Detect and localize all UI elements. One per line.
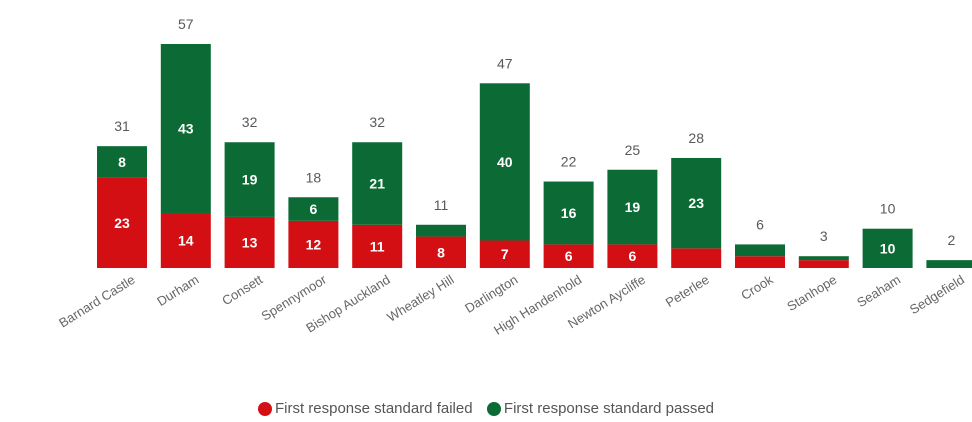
bar-failed bbox=[798, 260, 849, 268]
total-label: 31 bbox=[114, 118, 130, 134]
data-label-passed: 23 bbox=[688, 195, 704, 211]
data-label-passed: 19 bbox=[625, 199, 641, 215]
bar-passed bbox=[97, 146, 147, 178]
total-label: 47 bbox=[497, 55, 513, 71]
bar-failed bbox=[671, 248, 722, 268]
bar-passed bbox=[862, 228, 913, 268]
bar-passed bbox=[479, 83, 530, 241]
bar-passed bbox=[288, 197, 339, 221]
bar-failed bbox=[735, 256, 785, 268]
bar-passed bbox=[224, 142, 275, 217]
total-label: 2 bbox=[948, 232, 956, 248]
bar-passed bbox=[926, 260, 972, 268]
total-label: 22 bbox=[561, 154, 577, 170]
chart-legend: First response standard failed First res… bbox=[0, 400, 972, 420]
data-label-failed: 12 bbox=[306, 236, 322, 252]
x-tick-label: Consett bbox=[219, 272, 265, 309]
bar-failed bbox=[160, 212, 211, 268]
bar-failed bbox=[607, 244, 658, 268]
bar-failed bbox=[416, 236, 466, 268]
x-tick-label: Sedgefield bbox=[907, 272, 967, 317]
data-label-passed: 16 bbox=[561, 205, 577, 221]
data-label-passed: 40 bbox=[497, 154, 513, 170]
total-label: 25 bbox=[625, 142, 641, 158]
data-label-failed: 6 bbox=[629, 248, 637, 264]
bar-passed bbox=[607, 169, 658, 245]
bar-failed bbox=[479, 240, 530, 268]
x-tick-label: Crook bbox=[738, 272, 776, 303]
total-label: 32 bbox=[242, 114, 258, 130]
data-label-passed: 19 bbox=[242, 172, 258, 188]
x-tick-label: Barnard Castle bbox=[56, 272, 137, 331]
x-tick-label: Peterlee bbox=[663, 272, 712, 310]
bar-passed bbox=[798, 256, 849, 261]
bar-passed bbox=[543, 181, 594, 245]
bar-passed bbox=[416, 224, 466, 237]
data-label-passed: 10 bbox=[880, 240, 896, 256]
data-label-passed: 8 bbox=[118, 154, 126, 170]
bar-failed bbox=[352, 224, 403, 268]
bar-failed bbox=[543, 244, 594, 268]
data-label-failed: 7 bbox=[501, 246, 509, 262]
total-label: 11 bbox=[434, 197, 449, 213]
data-label-failed: 8 bbox=[437, 244, 445, 260]
data-label-failed: 14 bbox=[178, 232, 194, 248]
total-label: 6 bbox=[756, 216, 764, 232]
bar-passed bbox=[160, 43, 211, 213]
bar-passed bbox=[735, 244, 785, 257]
total-label: 10 bbox=[880, 201, 896, 217]
bar-passed bbox=[352, 142, 403, 225]
x-tick-label: Darlington bbox=[462, 272, 520, 316]
x-tick-label: Wheatley Hill bbox=[384, 272, 456, 325]
data-label-failed: 11 bbox=[370, 238, 385, 254]
total-label: 18 bbox=[306, 169, 322, 185]
legend-swatch-failed bbox=[257, 401, 272, 416]
legend-label-passed: First response standard passed bbox=[503, 400, 715, 417]
data-label-failed: 13 bbox=[242, 234, 258, 250]
total-label: 28 bbox=[688, 130, 704, 146]
total-label: 57 bbox=[178, 16, 194, 32]
bar-failed bbox=[97, 177, 147, 268]
total-label: 3 bbox=[820, 228, 828, 244]
legend-swatch-passed bbox=[486, 401, 501, 416]
bar-passed bbox=[671, 157, 722, 249]
total-label: 32 bbox=[369, 114, 385, 130]
bar-failed bbox=[224, 216, 275, 268]
legend-label-failed: First response standard failed bbox=[274, 400, 473, 417]
data-label-passed: 6 bbox=[310, 201, 318, 217]
data-label-failed: 23 bbox=[114, 215, 130, 231]
x-tick-label: Seaham bbox=[854, 272, 903, 310]
x-tick-label: Durham bbox=[154, 272, 201, 309]
data-label-passed: 43 bbox=[178, 120, 194, 136]
x-tick-label: Stanhope bbox=[784, 272, 839, 314]
legend-item-passed: First response standard passed bbox=[486, 400, 715, 417]
data-label-failed: 6 bbox=[565, 248, 573, 264]
data-label-passed: 21 bbox=[369, 176, 385, 192]
legend-item-failed: First response standard failed bbox=[257, 400, 473, 417]
bar-failed bbox=[288, 220, 339, 268]
